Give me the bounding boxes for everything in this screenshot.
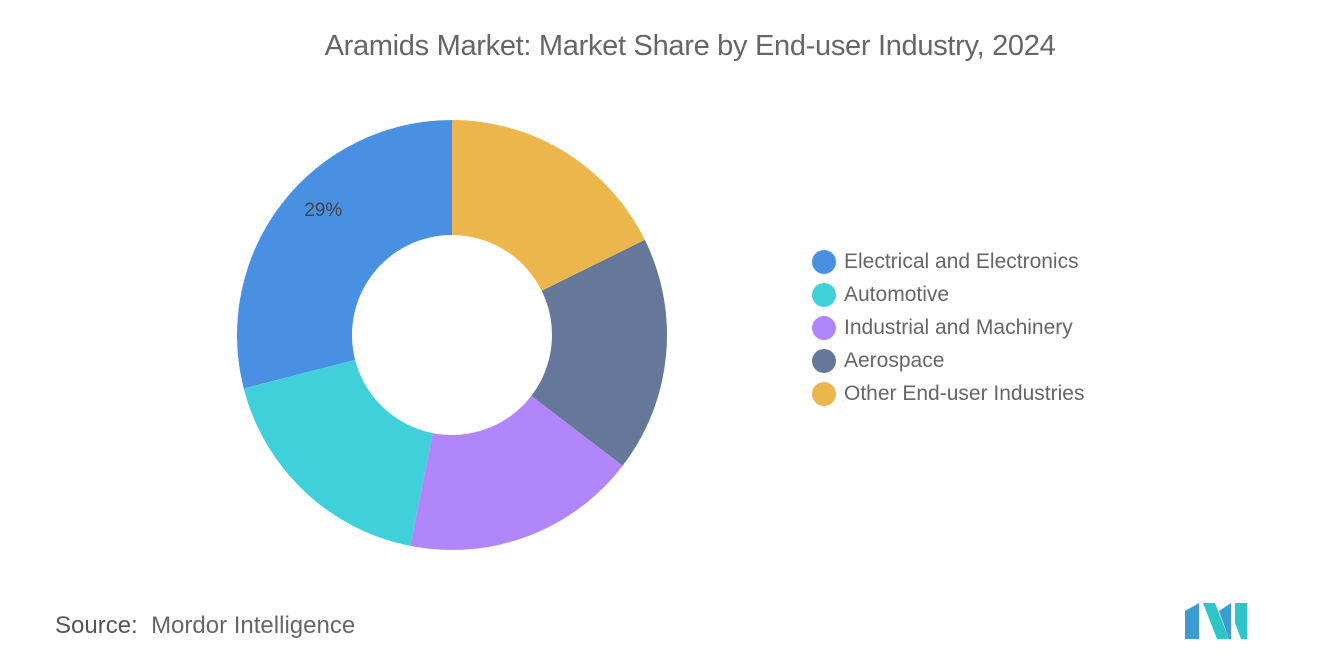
- slice-other-end-user-industries: [452, 120, 645, 291]
- legend-label: Industrial and Machinery: [844, 315, 1073, 339]
- legend-dot-icon: [812, 282, 836, 307]
- legend-dot-icon: [812, 315, 836, 340]
- source-value: Mordor Intelligence: [151, 612, 356, 639]
- slice-electrical-and-electronics: [237, 120, 452, 389]
- legend-item: Aerospace: [812, 344, 1084, 377]
- slice-automotive: [243, 359, 433, 546]
- mordor-logo: [1185, 603, 1247, 639]
- legend-label: Automotive: [844, 282, 950, 306]
- legend-item: Electrical and Electronics: [812, 245, 1084, 278]
- legend-item: Other End-user Industries: [812, 377, 1084, 410]
- data-label: 29%: [304, 200, 342, 221]
- legend-label: Aerospace: [844, 348, 945, 372]
- legend-dot-icon: [812, 249, 836, 274]
- donut-chart: 29%: [237, 120, 667, 550]
- legend: Electrical and Electronics Automotive Indu…: [812, 245, 1084, 410]
- slice-industrial-and-machinery: [410, 395, 623, 550]
- legend-label: Electrical and Electronics: [844, 249, 1079, 273]
- legend-item: Industrial and Machinery: [812, 311, 1084, 344]
- source-label: Source:: [55, 612, 138, 639]
- legend-item: Automotive: [812, 278, 1084, 311]
- slice-aerospace: [531, 239, 667, 466]
- chart-title: Aramids Market: Market Share by End-user…: [324, 30, 1056, 62]
- legend-label: Other End-user Industries: [844, 381, 1085, 405]
- legend-dot-icon: [812, 348, 836, 373]
- legend-dot-icon: [812, 381, 836, 406]
- source: Source: Mordor Intelligence: [55, 612, 355, 640]
